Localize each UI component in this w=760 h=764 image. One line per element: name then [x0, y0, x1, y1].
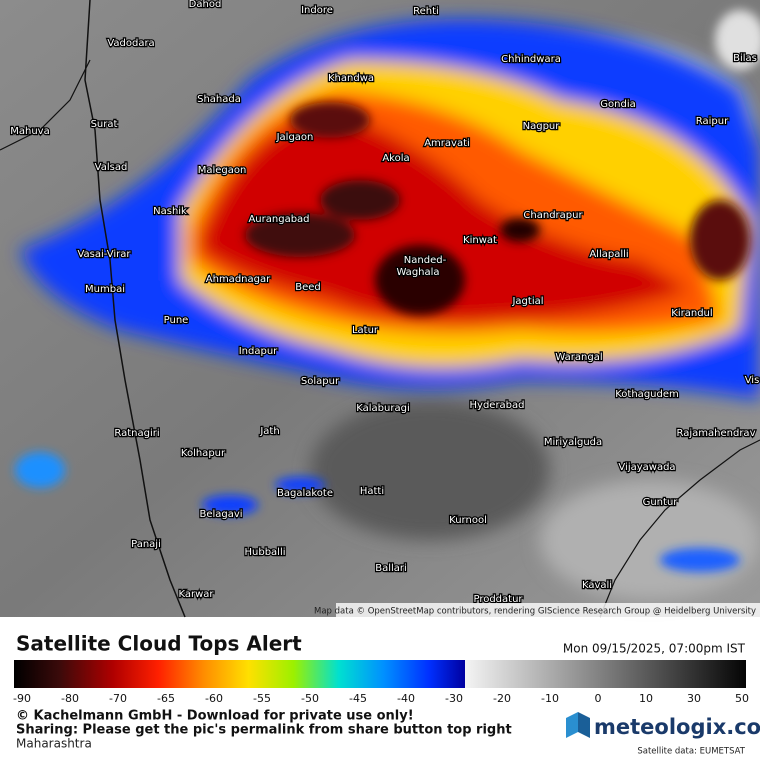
city-label: Jath: [259, 426, 279, 437]
city-label: Vis: [745, 375, 760, 386]
region: Maharashtra: [16, 737, 92, 751]
city-label: Akola: [382, 153, 409, 164]
color-bar-tick-label: -45: [349, 692, 367, 705]
color-bar-tick-label: 0: [595, 692, 602, 705]
color-bar-tick-label: -20: [493, 692, 511, 705]
city-label: Raipur: [696, 116, 729, 127]
city-label: Chhindwara: [501, 54, 561, 65]
city-label: Indapur: [239, 346, 278, 357]
city-label: Gondia: [600, 99, 635, 110]
city-label: Solapur: [301, 376, 340, 387]
color-bar-tick-label: -10: [541, 692, 559, 705]
color-bar-tick-label: -80: [61, 692, 79, 705]
city-label: Amravati: [424, 138, 470, 149]
color-bar-tick-label: 50: [735, 692, 749, 705]
city-label: Hatti: [360, 486, 384, 497]
city-label: Indore: [301, 5, 333, 16]
city-label: Jagtial: [511, 296, 543, 307]
city-label: Guntur: [643, 497, 679, 508]
city-label: Kavali: [582, 580, 612, 591]
logo: meteologix.com: [566, 712, 760, 739]
city-label: Waghala: [396, 267, 439, 278]
city-label: Beed: [295, 282, 321, 293]
city-label: Khandwa: [328, 73, 374, 84]
color-bar-ticks: -90 -80 -70 -65 -60 -55 -50 -45 -40 -30 -20 -10 0 10 3…: [13, 692, 749, 705]
city-label: Nashik: [153, 206, 187, 217]
color-bar-tick-label: -60: [205, 692, 223, 705]
color-bar-cold: [14, 660, 465, 688]
city-label: Chandrapur: [523, 210, 583, 221]
city-labels: Dahod Indore Rehti Vadodara Chhindwara Bilas K…: [9, 0, 760, 606]
timestamp: Mon 09/15/2025, 07:00pm IST: [563, 642, 746, 656]
city-label: Latur: [352, 325, 379, 336]
city-label: Kalaburagi: [356, 403, 409, 414]
color-bar-tick-label: 30: [687, 692, 701, 705]
city-label: Ahmadnagar: [206, 274, 271, 285]
color-bar-warm: [465, 660, 746, 688]
city-label: Warangal: [555, 352, 602, 363]
city-label: Shahada: [197, 94, 241, 105]
city-label: Kurnool: [449, 515, 487, 526]
city-label: Kolhapur: [181, 448, 226, 459]
city-label: Allapalli: [589, 249, 628, 260]
city-label: Kirandul: [671, 308, 712, 319]
color-bar-tick-label: -50: [301, 692, 319, 705]
city-label: Belagavi: [199, 509, 242, 520]
city-label: Vadodara: [107, 38, 154, 49]
city-label: Vijayawada: [618, 462, 675, 473]
city-label: Mahuva: [10, 126, 49, 137]
city-label: Dahod: [189, 0, 222, 10]
attribution-bg: [336, 603, 760, 617]
city-label: Proddatur: [473, 594, 523, 605]
satellite-source: Satellite data: EUMETSAT: [637, 747, 745, 757]
legend-title: Satellite Cloud Tops Alert: [16, 632, 302, 656]
city-label: Karwar: [178, 589, 214, 600]
city-label: Bilas: [733, 53, 757, 64]
copyright: © Kachelmann GmbH - Download for private…: [16, 709, 414, 724]
color-bar-tick-label: -55: [253, 692, 271, 705]
city-label: Vasai-Virar: [77, 249, 131, 260]
color-bar-tick-label: -65: [157, 692, 175, 705]
color-bar-tick-label: -90: [13, 692, 31, 705]
city-label: Mumbai: [85, 284, 125, 295]
city-label: Rajamahendrav: [677, 428, 756, 439]
color-bar-tick-label: -30: [445, 692, 463, 705]
city-label: Ballari: [375, 563, 407, 574]
city-label: Rehti: [413, 6, 439, 17]
city-label: Hyderabad: [470, 400, 525, 411]
logo-text[interactable]: meteologix.com: [594, 715, 760, 739]
color-bar-tick-label: -40: [397, 692, 415, 705]
city-label: Panaji: [131, 539, 161, 550]
city-label: Pune: [164, 315, 189, 326]
city-label: Hubballi: [244, 547, 285, 558]
city-label: Malegaon: [198, 165, 247, 176]
city-label: Jalgaon: [276, 132, 314, 143]
city-label: Bagalakote: [277, 488, 333, 499]
city-label: Kinwat: [463, 235, 497, 246]
city-label: Valsad: [95, 162, 128, 173]
color-bar-tick-label: -70: [109, 692, 127, 705]
city-label: Miriyalguda: [544, 437, 602, 448]
city-label: Surat: [91, 119, 118, 130]
city-label: Kothagudem: [615, 389, 679, 400]
map-attribution: Map data © OpenStreetMap contributors, r…: [314, 607, 756, 617]
city-label: Aurangabad: [248, 214, 309, 225]
city-label: Ratnagiri: [114, 428, 159, 439]
satellite-imagery: [0, 0, 760, 618]
color-bar-tick-label: 10: [639, 692, 653, 705]
city-label: Nanded-: [404, 255, 447, 266]
sharing-note: Sharing: Please get the pic's permalink …: [16, 723, 512, 738]
city-label: Nagpur: [523, 121, 561, 132]
